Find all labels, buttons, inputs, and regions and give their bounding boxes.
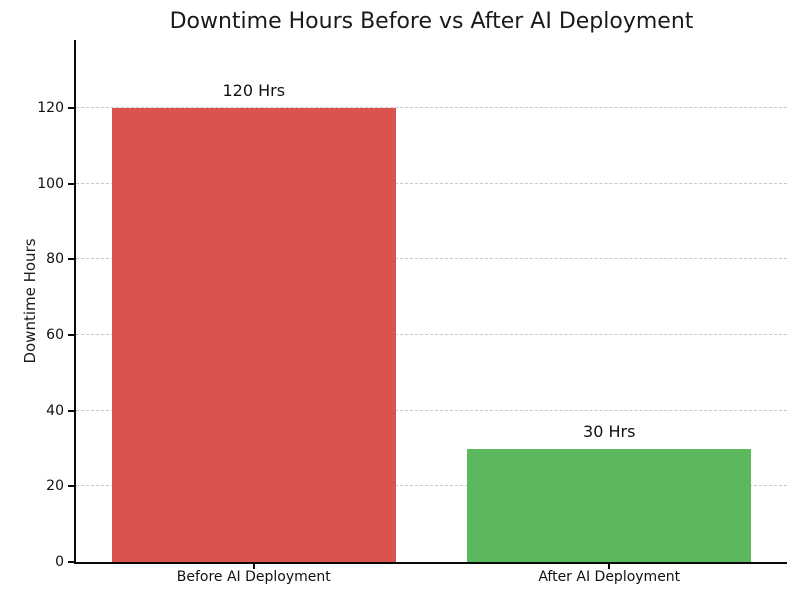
y-tick-mark — [68, 107, 75, 110]
y-tick-mark — [68, 258, 75, 261]
y-tick-mark — [68, 561, 75, 563]
gridline — [76, 107, 787, 109]
y-tick-label: 60 — [46, 327, 64, 344]
bar-value-label: 30 Hrs — [583, 421, 636, 441]
bar-value-label: 120 Hrs — [222, 81, 286, 101]
x-tick-mark — [608, 564, 611, 569]
y-tick-label: 120 — [37, 100, 64, 117]
y-tick-label: 100 — [37, 175, 64, 192]
gridline — [76, 485, 787, 487]
bar — [467, 448, 752, 562]
y-tick-label: 0 — [55, 554, 64, 570]
y-tick-mark — [68, 485, 75, 488]
bar — [111, 108, 396, 562]
x-tick-label: Before AI Deployment — [176, 569, 331, 585]
gridline — [76, 182, 787, 184]
x-tick-mark — [252, 564, 255, 569]
plot-area: 120 Hrs 30 Hrs — [76, 40, 787, 562]
chart-title: Downtime Hours Before vs After AI Deploy… — [169, 9, 694, 34]
gridline — [76, 334, 787, 336]
y-tick-label: 80 — [46, 251, 64, 268]
gridline — [76, 409, 787, 411]
gridline — [76, 258, 787, 260]
y-tick-mark — [68, 409, 75, 412]
y-axis-spine — [74, 40, 76, 564]
y-tick-mark — [68, 182, 75, 185]
x-tick-label: After AI Deployment — [538, 569, 681, 585]
y-tick-mark — [68, 334, 75, 337]
x-axis-spine — [74, 562, 787, 564]
y-tick-label: 20 — [46, 478, 64, 495]
y-tick-label: 40 — [46, 402, 64, 419]
